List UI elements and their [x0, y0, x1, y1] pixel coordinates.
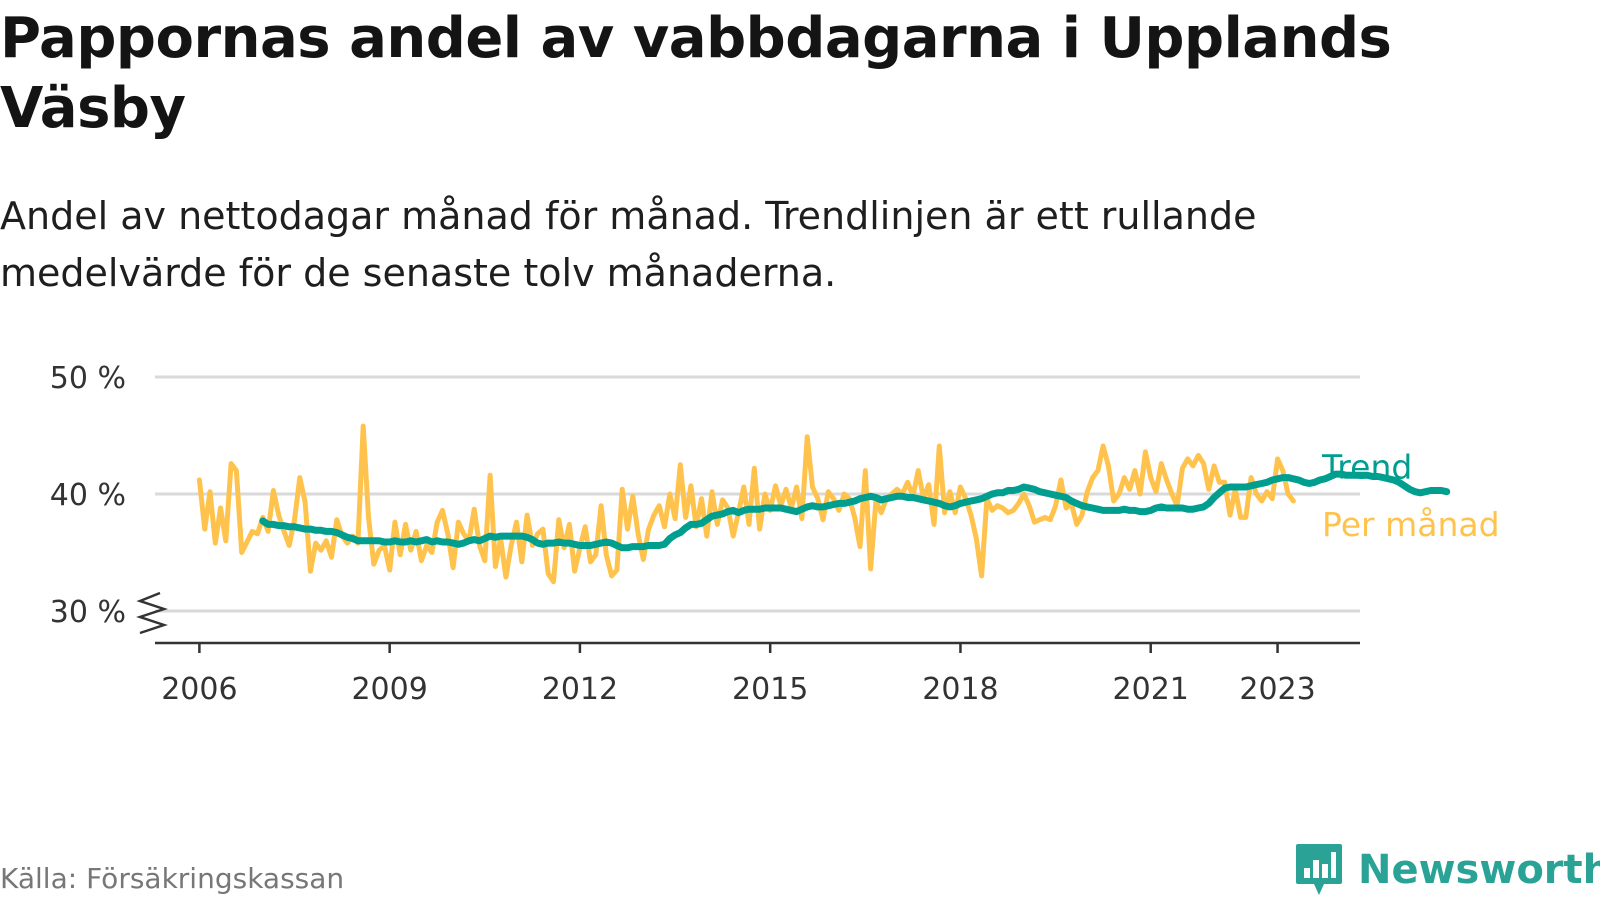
- x-tick-label: 2006: [161, 672, 237, 707]
- y-tick-label: 30 %: [50, 595, 126, 630]
- x-tick-label: 2012: [542, 672, 618, 707]
- series-line-trend: [259, 470, 1451, 552]
- brand-logo: Newsworthy: [1294, 840, 1600, 900]
- x-tick-label: 2018: [922, 672, 998, 707]
- series-label-per-m-nad: Per månad: [1322, 505, 1500, 544]
- bar-chart-icon: [1296, 844, 1342, 895]
- axes: 30 % 40 % 50 % 2006 2009 2012 2015 2018 2021 2023: [50, 361, 1360, 707]
- series-lines: [196, 423, 1451, 585]
- series-label-trend: Trend: [1321, 448, 1412, 487]
- series-line-per-m-nad: [196, 423, 1296, 585]
- chart-title: Pappornas andel av vabbdagarna i Uppland…: [0, 6, 1392, 141]
- line-chart: 30 % 40 % 50 % 2006 2009 2012 2015 2018 2021 2023…: [50, 361, 1500, 707]
- legend-labels: Per månad Trend: [1321, 448, 1500, 544]
- x-tick-label: 2023: [1239, 672, 1315, 707]
- y-tick-label: 40 %: [50, 478, 126, 513]
- brand-name: Newsworthy: [1358, 847, 1600, 893]
- x-tick-label: 2021: [1113, 672, 1189, 707]
- source-note: Källa: Försäkringskassan: [0, 862, 345, 895]
- y-tick-label: 50 %: [50, 361, 126, 396]
- x-tick-label: 2009: [351, 672, 427, 707]
- chart-subtitle: Andel av nettodagar månad för månad. Tre…: [0, 194, 1257, 295]
- x-tick-label: 2015: [732, 672, 808, 707]
- axis-break-mark: [136, 591, 168, 635]
